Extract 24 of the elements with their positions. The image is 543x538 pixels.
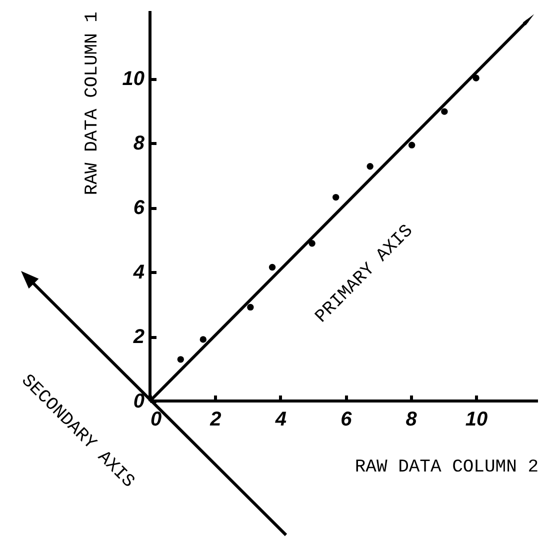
x-axis-title: RAW DATA COLUMN 2 [354,458,538,478]
x-tick-label: 0 [150,408,162,430]
x-tick-label: 2 [209,408,222,430]
x-tick-label: 10 [465,408,488,430]
y-tick-label: 4 [132,262,144,284]
point [308,240,316,247]
point [268,264,276,271]
y-axis-title: RAW DATA COLUMN 1 [82,12,102,196]
y-tick-label: 2 [132,326,144,348]
point [408,142,416,148]
x-tick-label: 8 [406,408,418,430]
y-tick-label: 8 [133,132,146,155]
y-tick-label: 6 [133,197,146,220]
y-tick-label: 10 [122,68,144,90]
y-tick-label: 0 [133,390,144,412]
point [247,304,254,311]
x-tick-label: 4 [274,408,286,430]
x-tick-label: 6 [340,408,353,430]
point [366,163,374,170]
point [472,74,480,82]
point [441,108,448,115]
point [332,194,340,201]
point [200,336,206,343]
point [177,356,184,363]
